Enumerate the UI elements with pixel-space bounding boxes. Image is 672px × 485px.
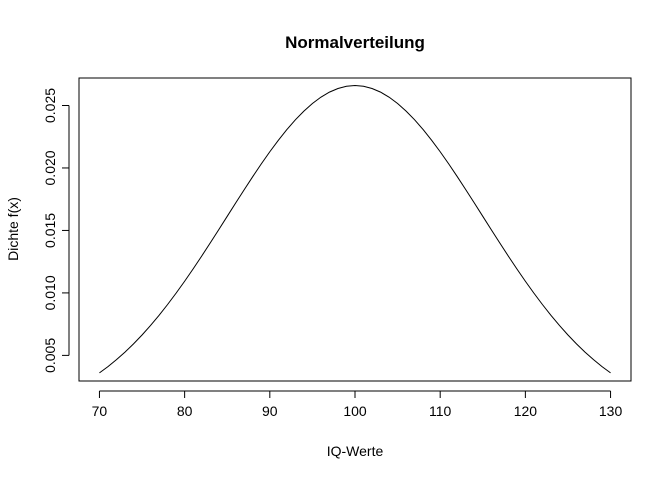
y-tick-label: 0.005 bbox=[42, 338, 58, 373]
y-tick-label: 0.025 bbox=[42, 88, 58, 123]
y-tick-label: 0.015 bbox=[42, 213, 58, 248]
y-tick-label: 0.010 bbox=[42, 275, 58, 310]
y-axis-label: Dichte f(x) bbox=[5, 197, 21, 261]
x-tick-label: 80 bbox=[177, 403, 193, 419]
x-axis-label: IQ-Werte bbox=[327, 443, 384, 459]
x-axis: 70 80 90 100 110 120 130 bbox=[92, 390, 623, 419]
x-tick-label: 110 bbox=[429, 403, 452, 419]
x-tick-label: 100 bbox=[343, 403, 367, 419]
chart-title: Normalverteilung bbox=[285, 33, 425, 52]
y-tick-label: 0.020 bbox=[42, 150, 58, 185]
y-axis: 0.005 0.010 0.015 0.020 0.025 bbox=[42, 88, 70, 373]
plot-frame bbox=[78, 77, 632, 382]
x-tick-label: 120 bbox=[514, 403, 538, 419]
density-curve bbox=[99, 85, 611, 374]
x-tick-label: 130 bbox=[599, 403, 623, 419]
x-tick-label: 70 bbox=[92, 403, 108, 419]
x-tick-label: 90 bbox=[262, 403, 278, 419]
